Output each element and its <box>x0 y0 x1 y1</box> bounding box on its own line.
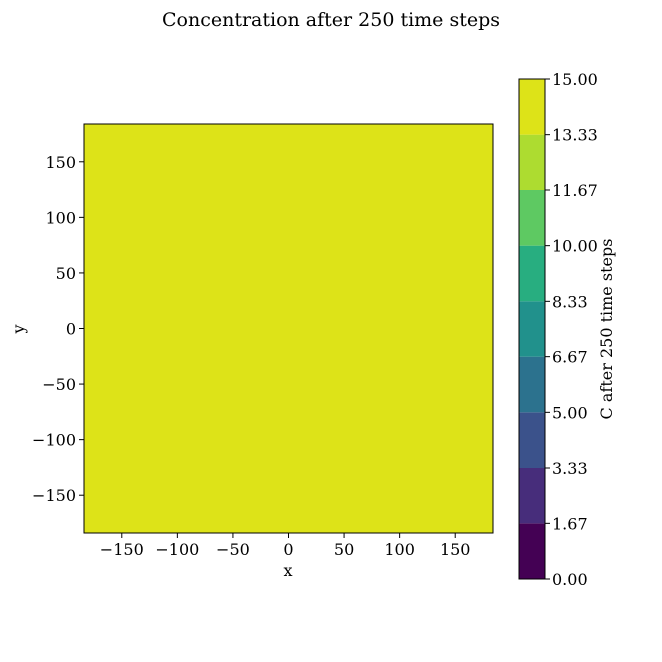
x-tick-label: −50 <box>216 540 250 559</box>
colorbar-tick-label: 1.67 <box>552 514 588 533</box>
colorbar-segment <box>519 79 545 135</box>
x-tick-label: 100 <box>384 540 415 559</box>
colorbar-tick-label: 11.67 <box>552 181 598 200</box>
colorbar-tick-label: 3.33 <box>552 459 588 478</box>
colorbar-tick-label: 6.67 <box>552 348 588 367</box>
colorbar-segment <box>519 468 545 524</box>
colorbar-segment <box>519 523 545 579</box>
colorbar: 0.00 1.67 3.33 5.00 6.67 8.33 10.00 11.67 13.33 1… <box>518 70 598 589</box>
colorbar-label: C after 250 time steps <box>597 239 616 420</box>
y-tick-label: 150 <box>45 153 76 172</box>
colorbar-segment <box>519 356 545 413</box>
y-tick-label: 50 <box>56 264 76 283</box>
colorbar-tick-label: 13.33 <box>552 126 598 145</box>
colorbar-tick-label: 15.00 <box>552 70 598 89</box>
y-tick-label: 100 <box>45 208 76 227</box>
x-tick-label: −100 <box>155 540 199 559</box>
colorbar-segment <box>519 190 545 246</box>
colorbar-segment <box>519 301 545 357</box>
colorbar-segment <box>519 134 545 190</box>
x-axis-label: x <box>283 561 292 580</box>
colorbar-tick-label: 5.00 <box>552 403 588 422</box>
colorbar-tick-label: 0.00 <box>552 570 588 589</box>
colorbar-frame <box>518 78 546 580</box>
colorbar-tick-label: 8.33 <box>552 292 588 311</box>
x-tick-label: −150 <box>100 540 144 559</box>
y-tick-label: −50 <box>42 375 76 394</box>
y-axis-label: y <box>9 324 28 334</box>
x-tick-label: 150 <box>440 540 471 559</box>
x-axis: −150 −100 −50 0 50 100 150 <box>100 533 471 559</box>
x-tick-label: 0 <box>283 540 293 559</box>
y-tick-label: −150 <box>32 486 76 505</box>
x-tick-label: 50 <box>334 540 354 559</box>
concentration-field <box>84 124 493 533</box>
y-axis: −150 −100 −50 0 50 100 150 <box>32 153 84 505</box>
chart-title: Concentration after 250 time steps <box>161 9 501 31</box>
colorbar-tick-label: 10.00 <box>552 237 598 256</box>
colorbar-segment <box>519 245 545 302</box>
plot-area <box>83 123 494 534</box>
y-tick-label: −100 <box>32 431 76 450</box>
colorbar-segment <box>519 412 545 468</box>
y-tick-label: 0 <box>66 320 76 339</box>
